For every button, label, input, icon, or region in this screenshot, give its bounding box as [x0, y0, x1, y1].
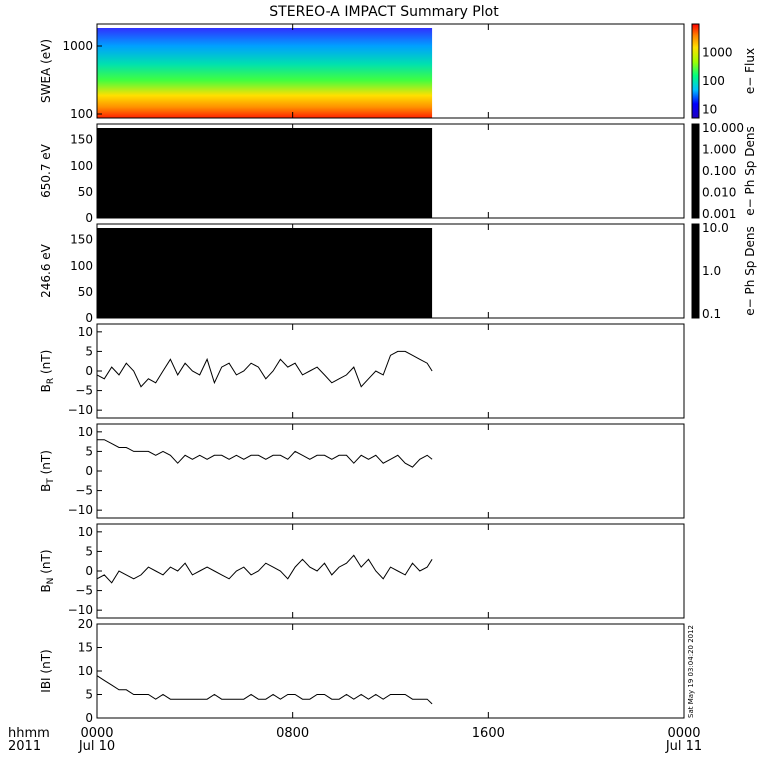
colorbar-tick-label: 10.000	[702, 121, 744, 135]
x-tick-label: 0000	[80, 726, 113, 741]
y-axis-label: 650.7 eV	[39, 143, 53, 198]
series-line	[97, 439, 433, 468]
y-tick-label: 5	[85, 544, 93, 558]
y-tick-label: 5	[85, 444, 93, 458]
colorbar-tick-label: 10	[702, 102, 717, 116]
y-tick-label: 150	[70, 233, 93, 247]
colorbar	[691, 23, 700, 119]
y-tick-label: 50	[78, 285, 93, 299]
y-tick-label: 0	[85, 211, 93, 225]
y-tick-label: 150	[70, 133, 93, 147]
colorbar-tick-label: 1.0	[702, 264, 721, 278]
colorbar-tick-label: 0.001	[702, 207, 736, 221]
y-tick-label: 1000	[62, 39, 93, 53]
x-tick-label: 0000	[667, 726, 700, 741]
x-axis-left-label-line1: hhmm	[8, 726, 50, 741]
y-tick-label: 0	[85, 311, 93, 325]
x-tick-date-label: Jul 10	[78, 739, 115, 754]
y-tick-label: −5	[75, 584, 93, 598]
y-tick-label: 10	[78, 325, 93, 339]
panel-5: 10 5 0 −5 −10 BT (nT)	[39, 423, 685, 519]
colorbar-label: e− Flux	[743, 48, 757, 94]
y-tick-label: 100	[70, 159, 93, 173]
colorbar-tick-label: 0.100	[702, 164, 736, 178]
y-axis-label: BR (nT)	[39, 350, 56, 393]
series-line	[96, 675, 433, 705]
x-axis-left-label-line2: 2011	[8, 739, 41, 754]
y-tick-label: 10	[78, 664, 93, 678]
y-tick-label: −5	[75, 384, 93, 398]
y-axis-label: BT (nT)	[39, 450, 56, 492]
panel-6: 10 5 0 −5 −10 BN (nT)	[39, 523, 685, 619]
y-tick-label: 20	[78, 617, 93, 631]
y-tick-label: 100	[70, 259, 93, 273]
colorbar	[691, 223, 700, 319]
y-axis-label: BN (nT)	[39, 549, 56, 592]
panel-frame	[96, 323, 685, 419]
timestamp-note: Sat May 19 03:04:20 2012	[687, 625, 695, 718]
colorbar-tick-label: 10.0	[702, 221, 729, 235]
panel-frame	[96, 23, 685, 119]
y-tick-label: 10	[78, 525, 93, 539]
colorbar-tick-label: 1000	[702, 45, 733, 59]
colorbar-tick-label: 1.000	[702, 143, 736, 157]
x-tick-label: 0800	[276, 726, 309, 741]
panel-2: 150 100 50 0 650.7 eV 10.000 1.000 0.100 0.010 0.…	[39, 121, 757, 225]
pitch-angle-spectrogram	[97, 128, 433, 218]
y-tick-label: 5	[85, 344, 93, 358]
y-tick-label: −10	[68, 603, 93, 617]
panel-frame	[96, 123, 685, 219]
y-axis-label: IBI (nT)	[39, 649, 53, 692]
y-tick-label: −5	[75, 484, 93, 498]
panel-3: 150 100 50 0 246.6 eV 10.0 1.0 0.1 e− Ph Sp Dens	[39, 221, 757, 325]
colorbar-tick-label: 0.1	[702, 307, 721, 321]
y-tick-label: 0	[85, 564, 93, 578]
x-tick-date-label: Jul 11	[665, 739, 702, 754]
y-axis-label: SWEA (eV)	[39, 39, 53, 103]
panel-1: 1000 100 SWEA (eV) 1000 100 10 e− Flux	[39, 23, 757, 121]
series-line	[96, 554, 433, 584]
colorbar-tick-label: 100	[702, 74, 725, 88]
colorbar-label: e− Ph Sp Dens	[743, 226, 757, 315]
y-tick-label: −10	[68, 403, 93, 417]
series-line	[96, 350, 433, 388]
plot-title: STEREO-A IMPACT Summary Plot	[269, 4, 499, 20]
colorbar	[691, 123, 700, 219]
colorbar-tick-label: 0.010	[702, 186, 736, 200]
y-tick-label: 0	[85, 711, 93, 725]
y-tick-label: −10	[68, 503, 93, 517]
swea-spectrogram	[97, 28, 433, 118]
y-tick-label: 0	[85, 464, 93, 478]
panel-4: 10 5 0 −5 −10 BR (nT)	[39, 323, 685, 419]
x-tick-label: 1600	[472, 726, 505, 741]
y-tick-label: 10	[78, 425, 93, 439]
pitch-angle-spectrogram	[97, 228, 433, 318]
y-tick-label: 50	[78, 185, 93, 199]
y-tick-label: 0	[85, 364, 93, 378]
colorbar-label: e− Ph Sp Dens	[743, 126, 757, 215]
y-tick-label: 15	[78, 641, 93, 655]
panel-7: 20 15 10 5 0 IBI (nT)	[39, 617, 685, 725]
panel-frame	[96, 223, 685, 319]
y-axis-label: 246.6 eV	[39, 243, 53, 298]
panel-frame	[96, 423, 685, 519]
y-tick-label: 5	[85, 688, 93, 702]
panel-frame	[96, 623, 685, 719]
panel-frame	[96, 523, 685, 619]
y-tick-label: 100	[70, 107, 93, 121]
